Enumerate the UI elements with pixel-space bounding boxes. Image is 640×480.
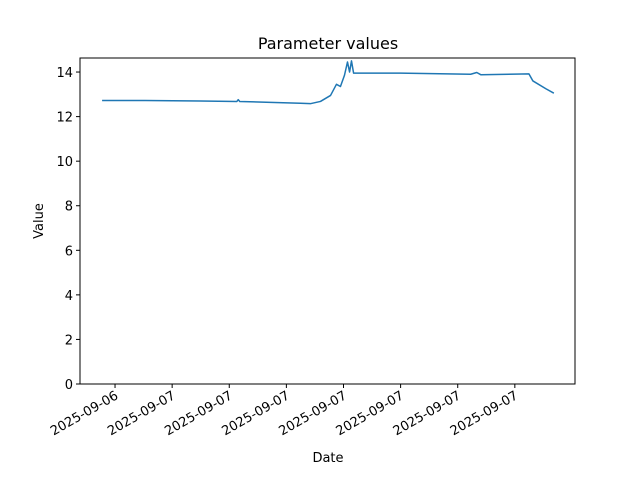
y-axis-label: Value bbox=[32, 203, 47, 239]
y-tick-label: 12 bbox=[56, 111, 73, 126]
plot-frame bbox=[79, 57, 576, 385]
y-tick-label: 2 bbox=[65, 333, 73, 348]
y-tick-label: 6 bbox=[65, 244, 73, 259]
y-tick-label: 10 bbox=[56, 155, 73, 170]
y-tick-label: 14 bbox=[56, 66, 73, 81]
y-tick-label: 4 bbox=[65, 289, 73, 304]
x-axis-label: Date bbox=[312, 451, 343, 466]
chart-title: Parameter values bbox=[258, 34, 398, 53]
y-tick-label: 0 bbox=[65, 378, 73, 393]
y-tick-label: 8 bbox=[65, 200, 73, 215]
line-series bbox=[102, 60, 555, 105]
